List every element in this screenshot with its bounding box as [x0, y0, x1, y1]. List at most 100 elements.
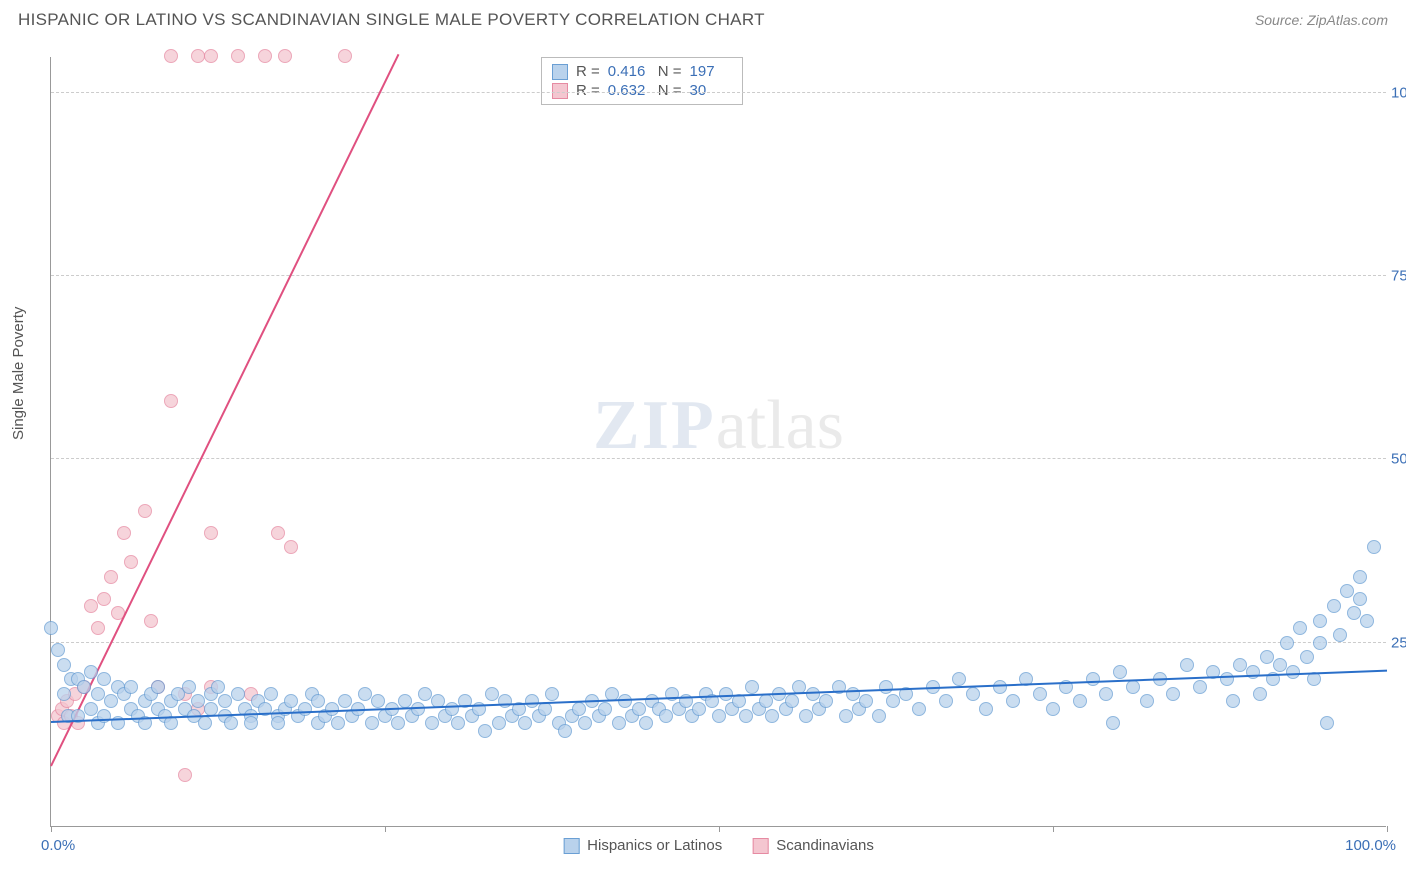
data-point-hispanic	[478, 724, 492, 738]
data-point-hispanic	[84, 702, 98, 716]
data-point-hispanic	[632, 702, 646, 716]
data-point-hispanic	[1180, 658, 1194, 672]
data-point-hispanic	[612, 716, 626, 730]
data-point-hispanic	[124, 680, 138, 694]
data-point-hispanic	[1166, 687, 1180, 701]
y-tick-label: 50.0%	[1391, 451, 1406, 468]
data-point-hispanic	[799, 709, 813, 723]
data-point-hispanic	[692, 702, 706, 716]
data-point-hispanic	[765, 709, 779, 723]
data-point-hispanic	[485, 687, 499, 701]
chart-title: HISPANIC OR LATINO VS SCANDINAVIAN SINGL…	[18, 10, 765, 30]
data-point-hispanic	[859, 694, 873, 708]
data-point-hispanic	[886, 694, 900, 708]
series-legend: Hispanics or Latinos Scandinavians	[563, 837, 874, 854]
data-point-hispanic	[1220, 672, 1234, 686]
data-point-hispanic	[839, 709, 853, 723]
data-point-hispanic	[1033, 687, 1047, 701]
data-point-hispanic	[952, 672, 966, 686]
data-point-hispanic	[1333, 628, 1347, 642]
data-point-hispanic	[1280, 636, 1294, 650]
y-axis-label: Single Male Poverty	[10, 307, 27, 440]
data-point-hispanic	[1006, 694, 1020, 708]
watermark: ZIPatlas	[593, 386, 844, 466]
data-point-hispanic	[939, 694, 953, 708]
data-point-scandinavian	[271, 526, 285, 540]
data-point-hispanic	[325, 702, 339, 716]
data-point-scandinavian	[191, 49, 205, 63]
gridline	[51, 92, 1386, 93]
data-point-hispanic	[204, 702, 218, 716]
data-point-hispanic	[1313, 636, 1327, 650]
data-point-scandinavian	[278, 49, 292, 63]
x-tick-mark	[719, 826, 720, 832]
data-point-hispanic	[745, 680, 759, 694]
data-point-scandinavian	[117, 526, 131, 540]
data-point-scandinavian	[164, 49, 178, 63]
x-tick-mark	[1387, 826, 1388, 832]
data-point-hispanic	[1320, 716, 1334, 730]
data-point-hispanic	[244, 716, 258, 730]
data-point-hispanic	[1273, 658, 1287, 672]
data-point-hispanic	[84, 665, 98, 679]
y-tick-label: 75.0%	[1391, 268, 1406, 285]
data-point-hispanic	[879, 680, 893, 694]
data-point-hispanic	[1099, 687, 1113, 701]
data-point-hispanic	[578, 716, 592, 730]
data-point-hispanic	[598, 702, 612, 716]
data-point-hispanic	[57, 687, 71, 701]
legend-swatch-hispanic	[552, 64, 568, 80]
scatter-chart: ZIPatlas R = 0.416 N = 197 R = 0.632 N =…	[50, 57, 1386, 827]
data-point-hispanic	[445, 702, 459, 716]
data-point-hispanic	[872, 709, 886, 723]
data-point-hispanic	[97, 672, 111, 686]
data-point-hispanic	[391, 716, 405, 730]
data-point-hispanic	[572, 702, 586, 716]
data-point-hispanic	[518, 716, 532, 730]
data-point-hispanic	[1046, 702, 1060, 716]
data-point-hispanic	[298, 702, 312, 716]
data-point-hispanic	[1113, 665, 1127, 679]
legend-row-scandinavian: R = 0.632 N = 30	[552, 81, 732, 100]
data-point-hispanic	[218, 694, 232, 708]
data-point-hispanic	[806, 687, 820, 701]
data-point-hispanic	[1293, 621, 1307, 635]
data-point-hispanic	[451, 716, 465, 730]
data-point-scandinavian	[124, 555, 138, 569]
data-point-hispanic	[198, 716, 212, 730]
data-point-hispanic	[1367, 540, 1381, 554]
data-point-hispanic	[1300, 650, 1314, 664]
legend-item-scandinavian: Scandinavians	[752, 837, 874, 854]
legend-item-hispanic: Hispanics or Latinos	[563, 837, 722, 854]
data-point-hispanic	[57, 658, 71, 672]
data-point-hispanic	[425, 716, 439, 730]
data-point-scandinavian	[164, 394, 178, 408]
data-point-scandinavian	[178, 768, 192, 782]
data-point-hispanic	[1286, 665, 1300, 679]
data-point-hispanic	[618, 694, 632, 708]
data-point-scandinavian	[138, 504, 152, 518]
data-point-hispanic	[182, 680, 196, 694]
gridline	[51, 642, 1386, 643]
data-point-hispanic	[365, 716, 379, 730]
data-point-hispanic	[51, 643, 65, 657]
data-point-scandinavian	[104, 570, 118, 584]
data-point-hispanic	[1353, 592, 1367, 606]
data-point-hispanic	[1327, 599, 1341, 613]
data-point-hispanic	[271, 716, 285, 730]
data-point-hispanic	[91, 687, 105, 701]
data-point-hispanic	[77, 680, 91, 694]
data-point-hispanic	[545, 687, 559, 701]
data-point-hispanic	[418, 687, 432, 701]
legend-swatch-scandinavian	[552, 83, 568, 99]
data-point-hispanic	[498, 694, 512, 708]
data-point-hispanic	[211, 680, 225, 694]
data-point-hispanic	[371, 694, 385, 708]
x-tick-mark	[385, 826, 386, 832]
legend-swatch-scandinavian-icon	[752, 838, 768, 854]
data-point-hispanic	[1340, 584, 1354, 598]
data-point-hispanic	[331, 716, 345, 730]
legend-swatch-hispanic-icon	[563, 838, 579, 854]
data-point-hispanic	[785, 694, 799, 708]
data-point-hispanic	[759, 694, 773, 708]
